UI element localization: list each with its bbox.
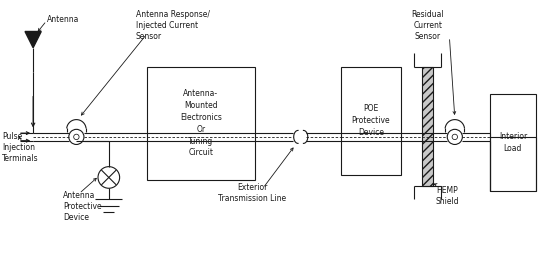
Text: Antenna Response/
Injected Current
Sensor: Antenna Response/ Injected Current Senso… [136,10,210,41]
Bar [147,67,255,180]
Text: POE
Protective
Device: POE Protective Device [352,104,390,137]
Bar [490,94,536,191]
Text: Residual
Current
Sensor: Residual Current Sensor [411,10,444,41]
Text: HEMP
Shield: HEMP Shield [436,186,460,206]
Bar [422,67,433,186]
Circle shape [98,167,120,188]
Text: Pulse
Injection
Terminals: Pulse Injection Terminals [2,132,38,163]
Text: Exterior
Transmission Line: Exterior Transmission Line [218,183,286,203]
Polygon shape [25,32,41,48]
Text: Antenna
Protective
Device: Antenna Protective Device [63,191,101,222]
Text: Antenna-
Mounted
Electronics
Or
Tuning
Circuit: Antenna- Mounted Electronics Or Tuning C… [180,89,222,157]
Text: Interior
Load: Interior Load [499,132,527,153]
Text: Antenna: Antenna [47,15,79,24]
Bar [341,67,401,175]
